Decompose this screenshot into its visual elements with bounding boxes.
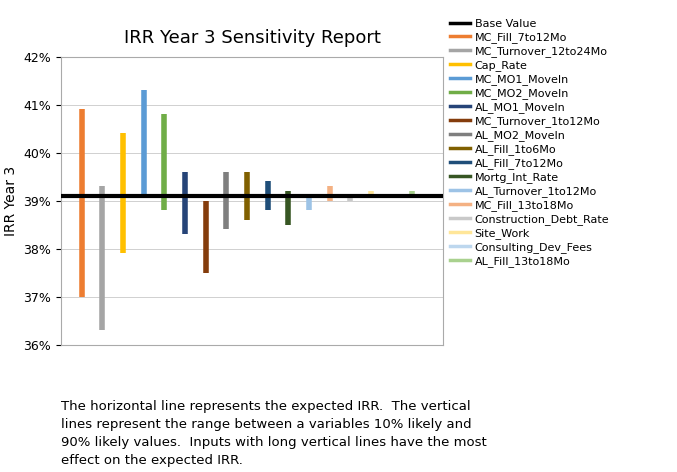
Y-axis label: IRR Year 3: IRR Year 3 <box>4 166 18 236</box>
Text: The horizontal line represents the expected IRR.  The vertical
lines represent t: The horizontal line represents the expec… <box>61 400 487 467</box>
Legend: Base Value, MC_Fill_7to12Mo, MC_Turnover_12to24Mo, Cap_Rate, MC_MO1_MoveIn, MC_M: Base Value, MC_Fill_7to12Mo, MC_Turnover… <box>450 19 609 267</box>
Title: IRR Year 3 Sensitivity Report: IRR Year 3 Sensitivity Report <box>124 29 380 47</box>
